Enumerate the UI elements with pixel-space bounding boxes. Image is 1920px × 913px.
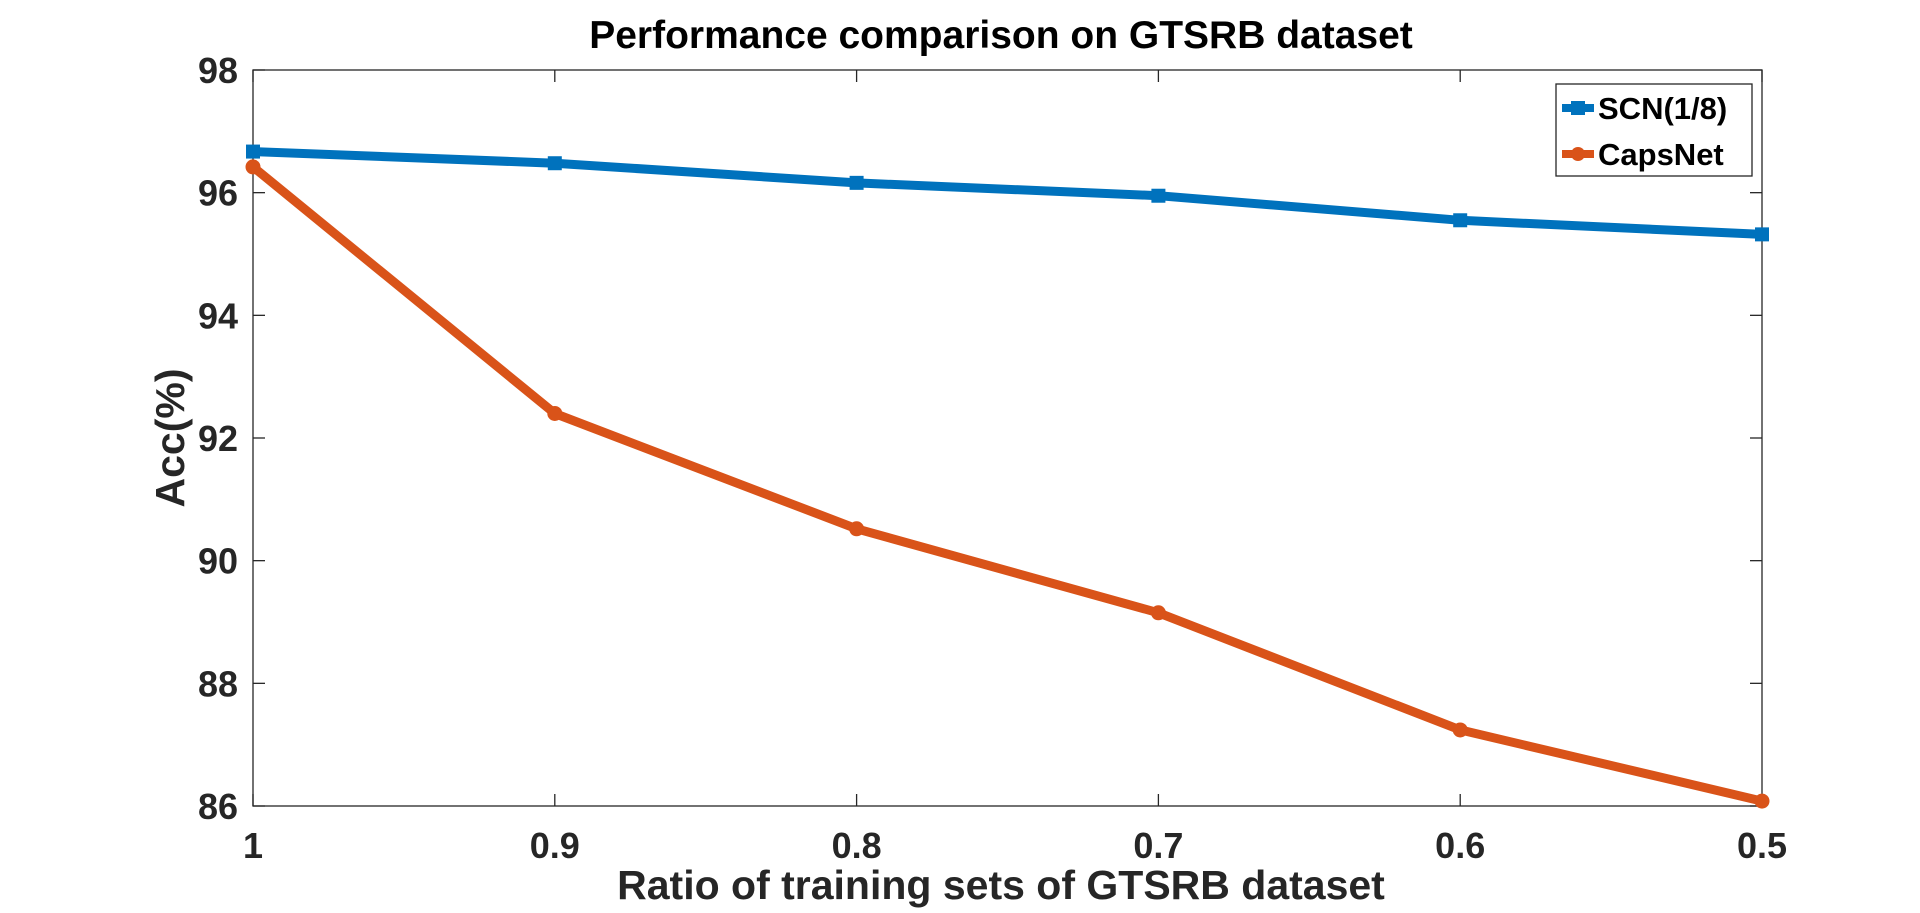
series-scn-1-8 bbox=[246, 144, 1769, 242]
y-tick-label: 94 bbox=[198, 295, 238, 336]
chart-title: Performance comparison on GTSRB dataset bbox=[589, 14, 1413, 57]
data-point bbox=[1150, 605, 1166, 621]
data-point bbox=[1755, 227, 1769, 242]
x-tick-label: 0.9 bbox=[530, 825, 580, 866]
legend-box bbox=[1555, 83, 1753, 177]
plot-area bbox=[252, 69, 1763, 807]
data-point bbox=[849, 175, 864, 190]
y-axis-label: Acc(%) bbox=[147, 369, 193, 508]
x-tick-label: 1 bbox=[243, 825, 263, 866]
series-line-capsnet bbox=[248, 162, 1767, 806]
y-tick-label: 90 bbox=[198, 541, 238, 582]
data-point bbox=[849, 521, 865, 537]
x-tick-label: 0.7 bbox=[1133, 825, 1183, 866]
legend-marker-capsnet bbox=[1571, 147, 1585, 161]
series-layer bbox=[245, 144, 1770, 809]
data-point bbox=[1453, 213, 1468, 228]
x-axis-label: Ratio of training sets of GTSRB dataset bbox=[617, 862, 1385, 908]
data-point bbox=[547, 405, 563, 421]
series-capsnet bbox=[245, 159, 1770, 809]
legend-marker-scn bbox=[1571, 101, 1585, 115]
data-point bbox=[547, 156, 562, 171]
y-tick-label: 86 bbox=[198, 786, 238, 827]
x-tick-label: 0.8 bbox=[832, 825, 882, 866]
data-point bbox=[1452, 722, 1468, 738]
y-tick-label: 88 bbox=[198, 663, 238, 704]
x-tick-label: 0.6 bbox=[1435, 825, 1485, 866]
data-point bbox=[1754, 793, 1770, 809]
data-point bbox=[245, 159, 261, 175]
y-tick-label: 98 bbox=[198, 50, 238, 91]
y-tick-label: 96 bbox=[198, 173, 238, 214]
data-point bbox=[1151, 188, 1166, 203]
legend-label-scn: SCN(1/8) bbox=[1598, 91, 1727, 126]
data-point bbox=[246, 144, 260, 159]
x-tick-label: 0.5 bbox=[1737, 825, 1787, 866]
tick-labels: 1 0.9 0.8 0.7 0.6 0.5 86 88 90 92 94 96 98 bbox=[198, 50, 1787, 866]
legend-label-capsnet: CapsNet bbox=[1598, 137, 1724, 172]
series-line-scn-1-8 bbox=[248, 147, 1767, 239]
y-tick-label: 92 bbox=[198, 418, 238, 459]
legend: SCN(1/8) CapsNet bbox=[1555, 83, 1753, 177]
